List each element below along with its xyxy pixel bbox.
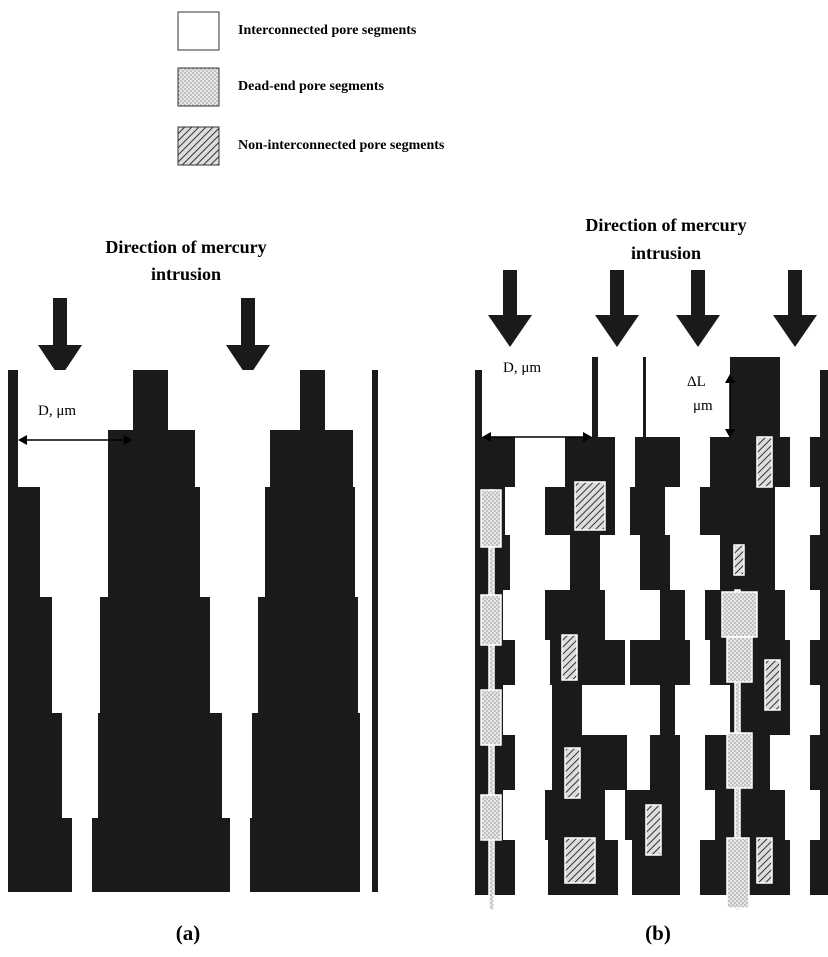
legend-label: Interconnected pore segments <box>238 23 417 38</box>
legend-label: Non-interconnected pore segments <box>238 138 445 153</box>
legend-label: Dead-end pore segments <box>238 79 385 94</box>
arrow <box>676 270 720 347</box>
page: Interconnected pore segments Dead-end po… <box>0 0 828 957</box>
diagram: Interconnected pore segments Dead-end po… <box>0 0 828 957</box>
arrow <box>488 270 532 347</box>
dimension-label: D, μm <box>503 360 541 376</box>
arrow <box>226 298 270 378</box>
panel-b: Direction of mercury intrusion D, μm ΔL … <box>475 215 828 945</box>
legend-swatch <box>178 12 219 50</box>
length-label: ΔL <box>687 374 706 390</box>
arrow <box>773 270 817 347</box>
heading: intrusion <box>631 243 701 263</box>
arrow <box>595 270 639 347</box>
caption: (a) <box>176 921 201 945</box>
arrow <box>38 298 82 378</box>
heading: intrusion <box>151 264 221 284</box>
caption: (b) <box>645 921 671 945</box>
legend-swatch <box>178 68 219 106</box>
panel-a: Direction of mercury intrusion D, μm (a) <box>8 237 378 945</box>
length-label: μm <box>693 398 713 414</box>
heading: Direction of mercury <box>585 215 746 235</box>
legend: Interconnected pore segments Dead-end po… <box>178 12 445 165</box>
legend-swatch <box>178 127 219 165</box>
heading: Direction of mercury <box>105 237 266 257</box>
dimension-label: D, μm <box>38 403 76 419</box>
